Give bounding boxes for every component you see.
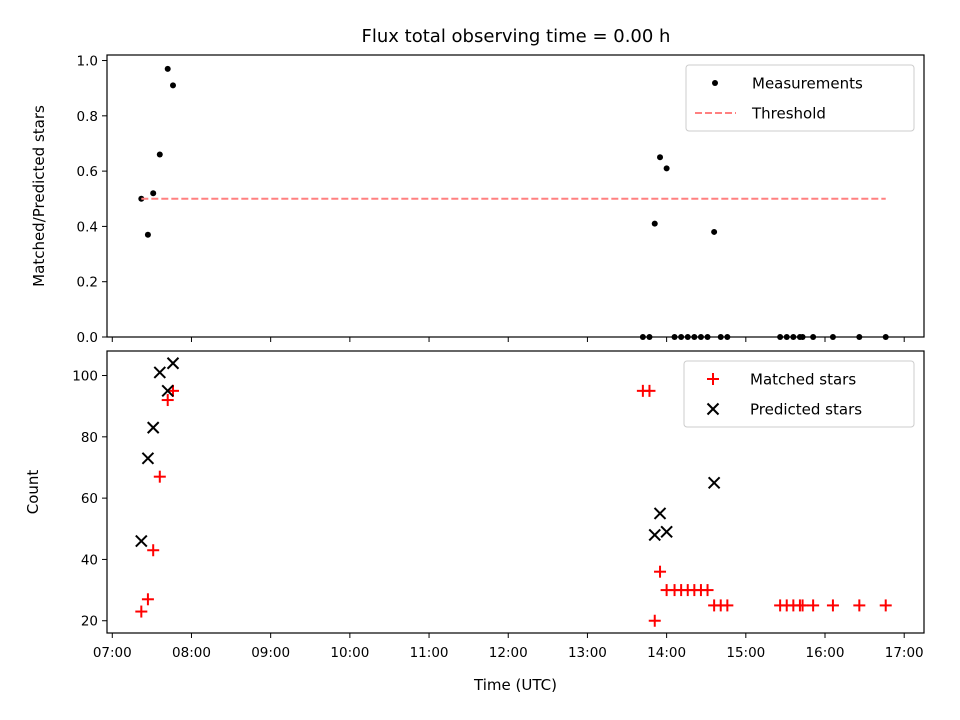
matched-star-point	[721, 599, 734, 612]
measurement-point	[657, 154, 664, 161]
x-b	[707, 476, 721, 490]
measurement-point	[169, 82, 176, 89]
y-tick-label: 60	[81, 491, 98, 507]
x-tick-label: 17:00	[885, 645, 924, 661]
x-tick-label: 13:00	[568, 645, 607, 661]
predicted-star-point	[161, 384, 174, 398]
legend: Matched stars Predicted stars	[683, 360, 915, 428]
measurement-point	[156, 151, 163, 158]
x-b	[161, 384, 174, 398]
x-b	[653, 507, 667, 520]
predicted-star-point	[653, 507, 667, 520]
x-b	[166, 357, 180, 370]
axes-frame	[106, 54, 925, 338]
y-tick-label: 80	[81, 430, 98, 446]
x-tick-label: 12:00	[489, 645, 528, 661]
x-b	[146, 421, 160, 434]
x-tick-label: 10:00	[330, 645, 369, 661]
matched-star-point	[807, 599, 820, 612]
x-b	[648, 528, 661, 542]
predicted-star-point	[660, 525, 673, 539]
predicted-star-point	[135, 534, 148, 548]
x-tick-label: 14:00	[647, 645, 686, 661]
matched-star-point	[161, 394, 174, 407]
top-panel: 0.0 0.2 0.4 0.6 0.8 1.0 Matched/Predicted star…	[30, 54, 925, 346]
y-tick-label: 20	[81, 614, 98, 630]
matched-star-point	[796, 599, 809, 612]
x-b	[141, 452, 155, 465]
x-b	[660, 525, 673, 539]
chart-title: Flux total observing time = 0.00 h	[362, 26, 671, 47]
legend-label: Predicted stars	[750, 401, 862, 419]
x-tick-label: 09:00	[251, 645, 290, 661]
x-tick-label: 08:00	[172, 645, 211, 661]
matched-star-point	[648, 614, 661, 627]
y-axis-label: Count	[24, 470, 42, 515]
matched-star-point	[153, 470, 166, 483]
x-tick-label: 16:00	[806, 645, 845, 661]
legend: Measurements Threshold	[685, 64, 915, 132]
series-measurements	[138, 65, 889, 340]
x-axis-label: Time (UTC)	[473, 676, 557, 694]
legend-box	[685, 64, 915, 132]
predicted-star-point	[648, 528, 661, 542]
measurement-point	[711, 228, 718, 235]
predicted-star-point	[153, 366, 167, 379]
legend-box	[683, 360, 915, 428]
matched-star-point	[879, 599, 892, 612]
matched-star-point	[853, 599, 866, 612]
y-tick-label: 0.2	[77, 275, 98, 291]
predicted-star-point	[141, 452, 155, 465]
measurement-point	[164, 65, 171, 72]
x-tick-label: 15:00	[726, 645, 765, 661]
measurement-point	[651, 220, 658, 227]
legend-label: Measurements	[752, 75, 863, 93]
y-tick-label: 0.4	[77, 219, 98, 235]
legend-entry: Threshold	[695, 105, 826, 123]
legend-entry: Measurements	[712, 75, 863, 93]
axes-frame	[106, 350, 925, 634]
legend-entry: Matched stars	[707, 371, 856, 389]
predicted-star-point	[166, 357, 180, 370]
matched-star-point	[701, 584, 714, 597]
y-tick-label: 0.8	[77, 109, 98, 125]
matched-star-point	[135, 605, 148, 618]
legend-x-b	[706, 402, 720, 416]
legend-label: Matched stars	[750, 371, 856, 389]
matched-star-point	[141, 593, 154, 606]
matched-star-point	[654, 565, 667, 578]
predicted-star-point	[707, 476, 721, 490]
legend-label: Threshold	[751, 105, 826, 123]
bottom-panel: 07:00 08:00 09:00 10:00 11:00 12:00 13:00 14:00…	[24, 350, 925, 694]
y-tick-label: 1.0	[77, 54, 98, 70]
x-b	[135, 534, 148, 548]
y-tick-label: 100	[72, 369, 98, 385]
legend-entry: Predicted stars	[706, 401, 862, 419]
matched-star-point	[826, 599, 839, 612]
x-tick-label: 11:00	[410, 645, 449, 661]
series-predicted-stars	[135, 357, 721, 548]
y-tick-label: 40	[81, 552, 98, 568]
x-b	[153, 366, 167, 379]
matched-star-point	[147, 544, 160, 557]
legend-dot-marker	[712, 80, 718, 86]
y-tick-label: 0.6	[77, 164, 98, 180]
matched-star-point	[643, 384, 656, 397]
x-tick-label: 07:00	[93, 645, 132, 661]
measurement-point	[150, 190, 157, 197]
predicted-star-point	[146, 421, 160, 434]
y-axis-label: Matched/Predicted stars	[30, 105, 48, 287]
y-tick-label: 0.0	[77, 330, 98, 346]
measurement-point	[144, 231, 151, 238]
measurement-point	[663, 165, 670, 172]
